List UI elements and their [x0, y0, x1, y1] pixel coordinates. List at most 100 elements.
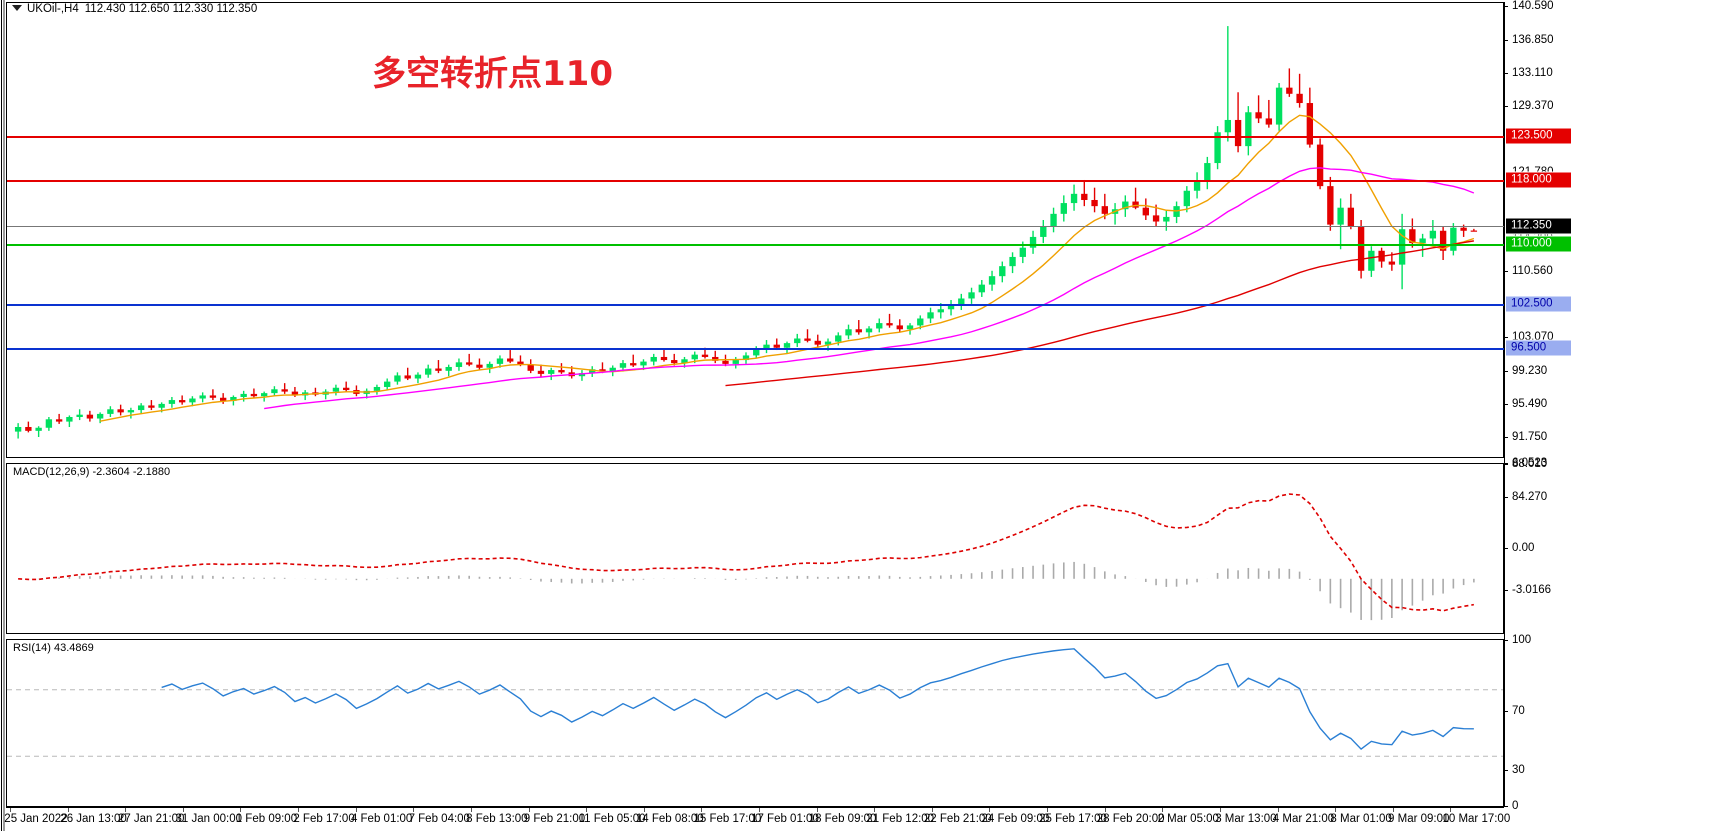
time-axis-label: 8 Feb 13:00 [466, 813, 528, 825]
axis-tick [1504, 271, 1508, 272]
time-axis-label: 21 Feb 12:00 [866, 813, 935, 825]
time-tick [298, 808, 300, 812]
current-price-line[interactable] [7, 226, 1504, 227]
time-tick [1450, 808, 1452, 812]
axis-tick-label: 0.00 [1512, 542, 1535, 554]
time-axis-label: 24 Feb 09:00 [981, 813, 1050, 825]
level-tag-123500[interactable]: 123.500 [1505, 127, 1572, 145]
time-axis-label: 1 Feb 09:00 [235, 813, 298, 825]
time-axis-label: 4 Feb 01:00 [350, 813, 413, 825]
level-tag-102500[interactable]: 102.500 [1505, 295, 1572, 313]
axis-tick [1504, 464, 1508, 465]
pivot-110-000[interactable] [7, 244, 1504, 246]
time-axis-label: 26 Jan 13:00 [60, 813, 127, 825]
candlestick-series [14, 26, 1478, 439]
time-tick [1277, 808, 1279, 812]
macd-signal-line [18, 493, 1475, 612]
axis-tick-label: 99.230 [1512, 365, 1548, 377]
time-tick [125, 808, 127, 812]
axis-tick [1504, 640, 1508, 641]
window-frame-left-edge [0, 0, 6, 831]
time-tick [528, 808, 530, 812]
time-tick [182, 808, 184, 812]
axis-tick-label: -3.0166 [1512, 584, 1552, 596]
time-axis-label: 17 Feb 01:00 [751, 813, 819, 825]
macd-pane[interactable]: MACD(12,26,9) -2.3604 -2.1880 [6, 463, 1504, 634]
time-axis-label: 31 Jan 00:00 [175, 813, 243, 825]
collapse-caret-icon[interactable] [12, 5, 22, 11]
time-axis-label: 3 Mar 13:00 [1215, 813, 1277, 825]
price-pane-canvas [7, 3, 1503, 457]
time-tick [701, 808, 703, 812]
macd-pane-canvas [7, 464, 1503, 633]
axis-tick [1504, 590, 1508, 591]
axis-tick-label: 30 [1512, 764, 1525, 776]
price-scale-axis[interactable]: 140.590136.850133.110129.370125.630121.7… [1504, 0, 1735, 831]
last-price-tag[interactable]: 112.350 [1505, 217, 1572, 235]
time-axis-label: 18 Feb 09:00 [808, 813, 877, 825]
axis-tick [1504, 711, 1508, 712]
time-axis-label: 25 Jan 2022 [4, 813, 68, 825]
rsi-pane[interactable]: RSI(14) 43.4869 [6, 639, 1504, 807]
time-axis-label: 22 Feb 21:00 [923, 813, 992, 825]
ma-slow-line [725, 240, 1474, 387]
time-tick [1162, 808, 1164, 812]
ma-mid-line [264, 167, 1475, 410]
time-axis-label: 9 Feb 21:00 [523, 813, 586, 825]
time-tick [1335, 808, 1337, 812]
axis-tick-label: 88.010 [1512, 458, 1548, 470]
time-axis-label: 25 Feb 17:00 [1039, 813, 1107, 825]
time-tick [643, 808, 645, 812]
time-tick [1104, 808, 1106, 812]
time-tick [1392, 808, 1394, 812]
axis-tick [1504, 548, 1508, 549]
axis-tick-label: 133.110 [1512, 67, 1553, 79]
axis-tick [1504, 73, 1508, 74]
symbol-header[interactable]: UKOil-,H4 112.430 112.650 112.330 112.350 [12, 3, 257, 15]
time-tick [67, 808, 69, 812]
axis-tick-label: 129.370 [1512, 100, 1554, 112]
axis-tick [1504, 437, 1508, 438]
axis-tick-label: 140.590 [1512, 0, 1554, 12]
rsi-line [161, 648, 1474, 751]
axis-tick [1504, 497, 1508, 498]
axis-tick-label: 110.560 [1512, 265, 1553, 277]
rsi-chart-svg [7, 648, 1503, 757]
time-axis-label: 15 Feb 17:00 [693, 813, 762, 825]
chart-annotation-text: 多空转折点110 [372, 54, 613, 94]
axis-tick-label: 91.750 [1512, 431, 1548, 443]
rsi-pane-canvas [7, 640, 1503, 806]
support-96-500[interactable] [7, 348, 1504, 350]
support-102-500[interactable] [7, 304, 1504, 306]
axis-tick [1504, 337, 1508, 338]
time-tick [931, 808, 933, 812]
resistance-118-000[interactable] [7, 180, 1504, 182]
time-tick [470, 808, 472, 812]
level-tag-110000[interactable]: 110.000 [1505, 235, 1572, 253]
axis-tick-label: 6.0523 [1512, 457, 1548, 469]
macd-indicator-label: MACD(12,26,9) -2.3604 -2.1880 [13, 466, 171, 478]
time-tick [874, 808, 876, 812]
time-axis-label: 2 Mar 05:00 [1157, 813, 1219, 825]
time-tick [355, 808, 357, 812]
axis-tick-label: 84.270 [1512, 491, 1548, 503]
time-axis-label: 9 Mar 09:00 [1388, 813, 1450, 825]
axis-tick-label: 100 [1512, 634, 1532, 646]
time-scale-axis[interactable]: 25 Jan 2022 26 Jan 13:00 27 Jan 21:00 31 Ja… [4, 807, 1510, 831]
axis-tick [1504, 770, 1508, 771]
level-tag-96500[interactable]: 96.500 [1505, 339, 1572, 357]
price-pane[interactable] [6, 2, 1504, 458]
axis-tick [1504, 106, 1508, 107]
axis-tick [1504, 371, 1508, 372]
ohlc-values: 112.430 112.650 112.330 112.350 [84, 3, 258, 15]
time-tick [10, 808, 11, 812]
level-tag-118000[interactable]: 118.000 [1505, 171, 1572, 189]
axis-tick [1504, 404, 1508, 405]
resistance-123-500[interactable] [7, 136, 1504, 138]
axis-tick-label: 136.850 [1512, 34, 1554, 46]
time-axis-label: 28 Feb 20:00 [1096, 813, 1165, 825]
time-tick [989, 808, 991, 812]
axis-tick-label: 95.490 [1512, 398, 1548, 410]
ma-fast-line [100, 114, 1475, 422]
